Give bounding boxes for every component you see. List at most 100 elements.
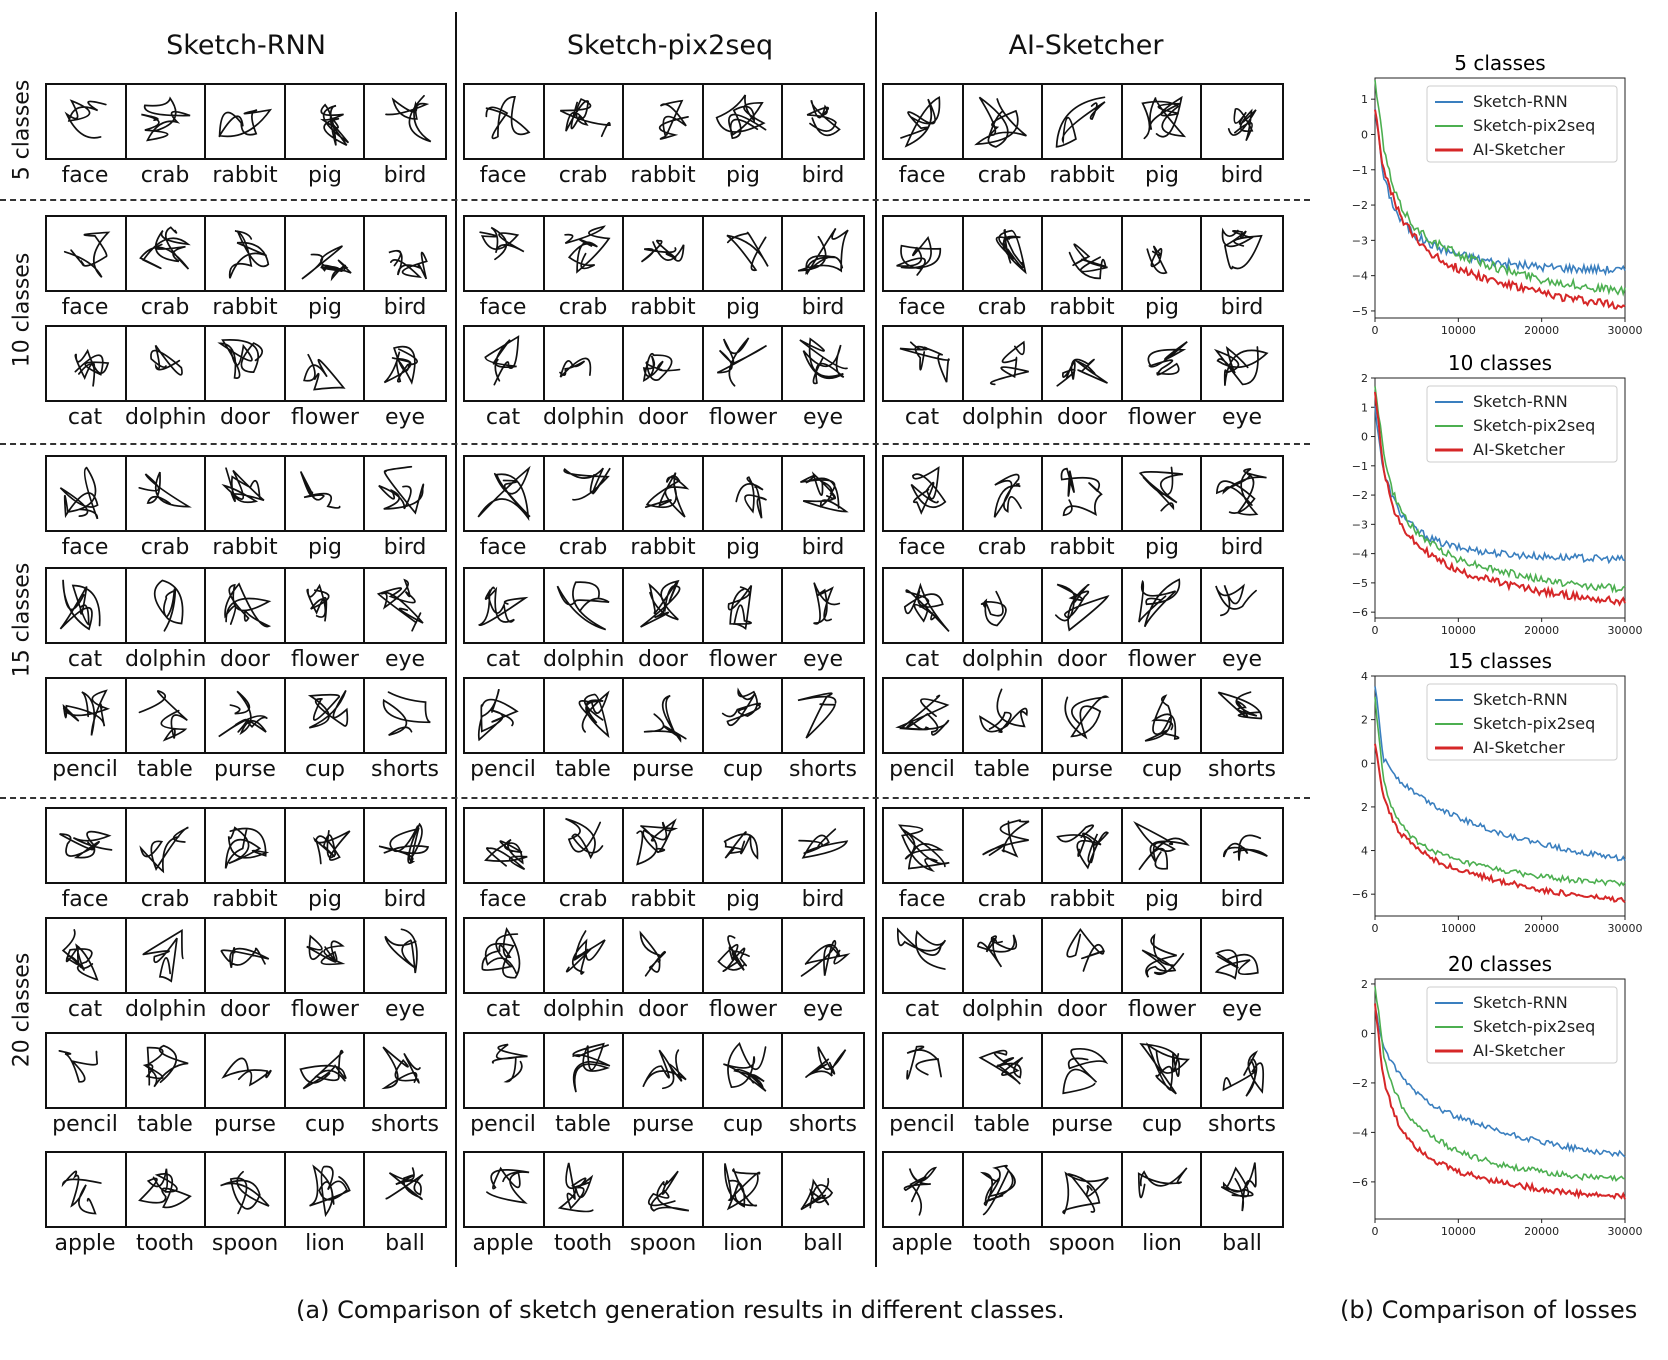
sketch-stroke [1137,1167,1188,1199]
y-tick-label: 0 [1361,431,1368,444]
sketch-cell-crab [545,85,625,158]
sketch-stroke [897,824,950,873]
sketch-stroke [798,692,837,739]
sketch-cell-rabbit [624,85,704,158]
sketch-rabbit-icon [659,99,690,140]
sketch-stroke [800,471,850,513]
y-tick-label: −1 [1352,164,1368,177]
sketch-stroke [556,581,610,631]
sketch-apple-icon [61,1170,102,1215]
sketch-cell-pig [1123,809,1203,882]
sketch-cell-pig [704,85,784,158]
group-label-10-classes: 10 classes [9,252,35,368]
sketch-stroke [717,935,750,973]
sketch-stroke [385,94,432,143]
sketch-stroke [312,829,351,865]
sketch-face-icon [484,838,528,871]
legend-entry: Sketch-pix2seq [1473,116,1595,135]
sketch-label-eye: eye [1221,647,1263,672]
sketch-dolphin-icon [142,928,184,983]
sketch-cat-icon [484,335,520,386]
sketch-cell-crab [545,809,625,882]
sketch-cell-lion [704,1153,784,1226]
sketch-stroke [1141,933,1185,978]
sketch-cell-table [964,1034,1044,1107]
sketch-row [882,1032,1284,1109]
sketch-stroke [59,830,113,859]
sketch-cell-apple [465,1153,545,1226]
sketch-stroke [643,352,681,382]
sketch-label-rabbit: rabbit [212,887,278,912]
sketch-crab-icon [562,467,611,501]
sketch-eye-icon [384,345,419,385]
sketch-door-icon [643,352,681,382]
sketch-stroke [1218,691,1263,720]
sketch-stroke [813,582,841,625]
sketch-cell-dolphin [127,327,207,400]
sketch-eye-icon [1215,583,1258,617]
sketch-cell-eye [1202,327,1282,400]
sketch-purse-icon [1062,1047,1109,1095]
sketch-cell-dolphin [964,569,1044,642]
sketch-row [463,917,865,994]
method-title-sketch-pix2seq: Sketch-pix2seq [566,30,774,61]
sketch-pig-icon [726,231,769,272]
sketch-face-icon [896,236,942,276]
sketch-row [882,807,1284,884]
sketch-cat-icon [61,929,99,982]
sketch-cell-cat [465,919,545,992]
sketch-crab-icon [981,819,1030,858]
sketch-row [463,215,865,292]
plot-frame [1374,377,1626,619]
loss-chart-svg: 10 classes 0 10000 20000 30000 2 1 0 −1 −2 −3 −4 −5 −… [1352,351,1643,637]
sketch-crab-icon [973,96,1027,148]
chart-title: 15 classes [1448,649,1552,673]
sketch-pencil-icon [477,688,519,742]
sketch-stroke [558,357,591,378]
series-line-sketch-pix2seq [1374,697,1626,888]
y-tick-label: −5 [1352,305,1368,318]
sketch-cell-crab [127,809,207,882]
sketch-label-cat: cat [485,997,521,1022]
sketch-label-door: door [220,647,270,672]
sketch-stroke [64,99,107,139]
y-tick-label: −5 [1352,577,1368,590]
sketch-stroke [221,467,265,504]
sketch-label-row: cat dolphin door flower eye [463,997,865,1023]
sketch-cell-purse [206,1034,286,1107]
sketch-label-purse: purse [214,1112,276,1137]
sketch-flower-icon [1141,933,1185,978]
sketch-stroke [899,341,950,383]
x-tick-label: 30000 [1608,922,1643,935]
sketch-flower-icon [727,585,753,631]
sketch-label-dolphin: dolphin [125,405,207,430]
sketch-stroke [221,1057,273,1087]
sketch-label-dolphin: dolphin [962,405,1044,430]
sketch-stroke [659,99,690,140]
series-line-sketch-pix2seq [1374,986,1626,1183]
group-separator [0,199,1310,201]
sketch-row [45,215,447,292]
y-tick-label: 2 [1361,801,1368,814]
sketch-cell-bird [783,85,863,158]
sketch-label-rabbit: rabbit [630,163,696,188]
chart-title: 10 classes [1448,351,1552,375]
sketch-stroke [1216,468,1268,516]
sketch-stroke [378,465,425,515]
sketch-cup-icon [721,687,761,727]
sketch-label-shorts: shorts [371,1112,439,1137]
sketch-dolphin-icon [556,581,610,631]
sketch-stroke [218,690,269,738]
sketch-label-crab: crab [977,887,1027,912]
sketch-bird-icon [1228,107,1258,142]
sketch-flower-icon [1147,341,1188,376]
caption-a: (a) Comparison of sketch generation resu… [296,1296,1065,1324]
sketch-label-purse: purse [1051,757,1113,782]
sketch-label-row: face crab rabbit pig bird [463,887,865,913]
sketch-label-cat: cat [904,405,940,430]
sketch-stroke [478,586,529,627]
sketch-cell-shorts [783,1034,863,1107]
sketch-crab-icon [564,817,603,860]
sketch-label-dolphin: dolphin [962,997,1044,1022]
series-line-sketch-rnn [1374,686,1626,862]
